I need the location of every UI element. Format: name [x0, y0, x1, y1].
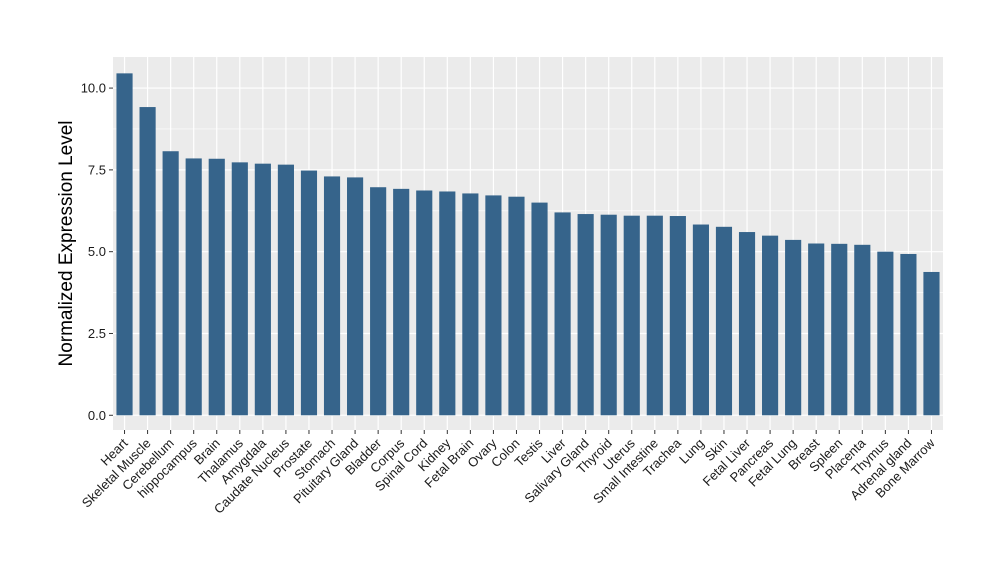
bar — [600, 214, 617, 416]
bar — [508, 196, 525, 416]
bar — [692, 224, 709, 416]
bar — [738, 232, 756, 416]
y-tick-label: 7.5 — [88, 162, 106, 177]
bar — [762, 235, 779, 416]
bar — [116, 73, 133, 416]
bar — [139, 107, 156, 416]
bar — [485, 195, 502, 416]
bar — [185, 158, 202, 416]
y-axis: 0.0 2.5 5.0 7.5 10.0 — [81, 81, 113, 423]
bar — [715, 226, 733, 416]
bar — [162, 151, 179, 416]
bar — [623, 215, 640, 416]
bar — [462, 193, 479, 416]
minor-gridlines — [113, 128, 943, 375]
y-axis-title: Normalized Expression Level — [56, 120, 77, 366]
bar — [646, 215, 663, 416]
bar — [900, 253, 917, 416]
bar — [347, 177, 364, 416]
bar — [785, 239, 802, 416]
bars — [116, 73, 940, 416]
bar — [300, 170, 318, 416]
bar — [323, 176, 341, 416]
bar — [877, 251, 894, 416]
x-tick-label: Lung — [676, 436, 707, 467]
bar — [370, 187, 387, 416]
bar — [393, 188, 410, 416]
bar — [231, 162, 248, 416]
bar — [208, 158, 225, 416]
bar — [254, 163, 271, 416]
y-tick-label: 2.5 — [88, 326, 106, 341]
bar — [831, 243, 848, 416]
y-tick-label: 0.0 — [88, 408, 106, 423]
y-tick-label: 10.0 — [81, 81, 106, 96]
bar — [923, 271, 940, 416]
bar — [531, 202, 548, 416]
bar — [577, 214, 594, 416]
bar — [808, 243, 825, 416]
bar — [854, 244, 871, 416]
bar — [554, 212, 571, 416]
bar — [277, 164, 294, 416]
bar — [416, 190, 433, 416]
plot-panel — [113, 57, 943, 430]
y-tick-label: 5.0 — [88, 244, 106, 259]
bar — [669, 216, 686, 416]
bar — [439, 191, 456, 416]
